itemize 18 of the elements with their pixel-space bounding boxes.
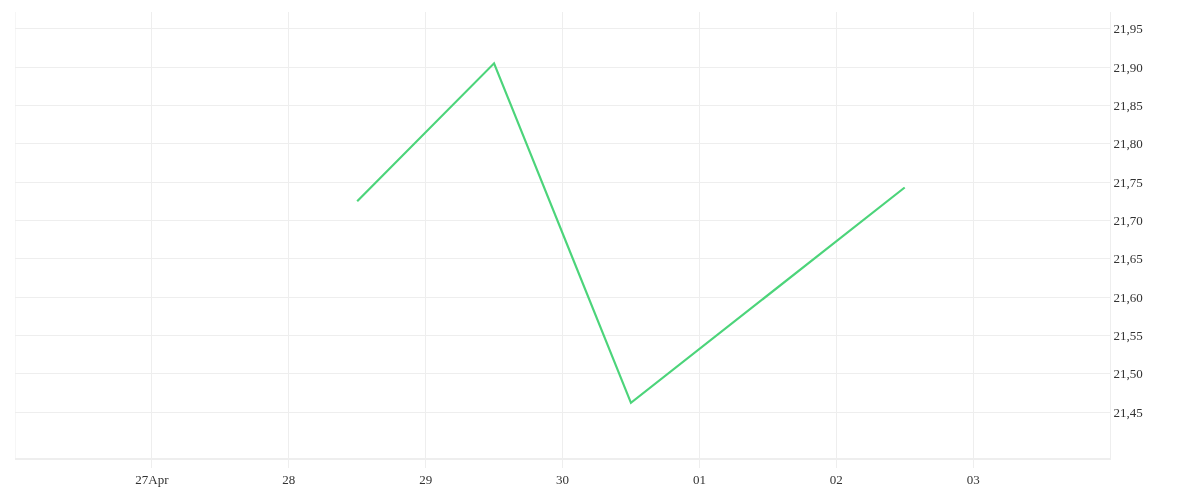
x-tick-label: 28	[282, 471, 296, 487]
y-tick-label: 21,70	[1113, 212, 1143, 228]
x-tick-label: 01	[692, 471, 706, 487]
y-tick-label: 21,65	[1113, 251, 1143, 267]
y-tick-label: 21,90	[1113, 59, 1143, 75]
y-tick-label: 21,55	[1113, 327, 1143, 343]
x-tick-label: 03	[966, 471, 980, 487]
y-tick-label: 21,80	[1113, 136, 1143, 152]
x-tick-label: 02	[829, 471, 843, 487]
x-tick-label: 27Apr	[135, 471, 170, 487]
x-tick-label: 30	[556, 471, 569, 487]
y-tick-label: 21,45	[1113, 404, 1143, 420]
y-tick-label: 21,60	[1113, 289, 1143, 305]
x-tick-label: 29	[419, 471, 433, 487]
y-tick-label: 21,85	[1113, 98, 1143, 114]
y-tick-label: 21,75	[1113, 174, 1143, 190]
y-tick-label: 21,95	[1113, 21, 1143, 37]
y-tick-label: 21,50	[1113, 366, 1143, 382]
